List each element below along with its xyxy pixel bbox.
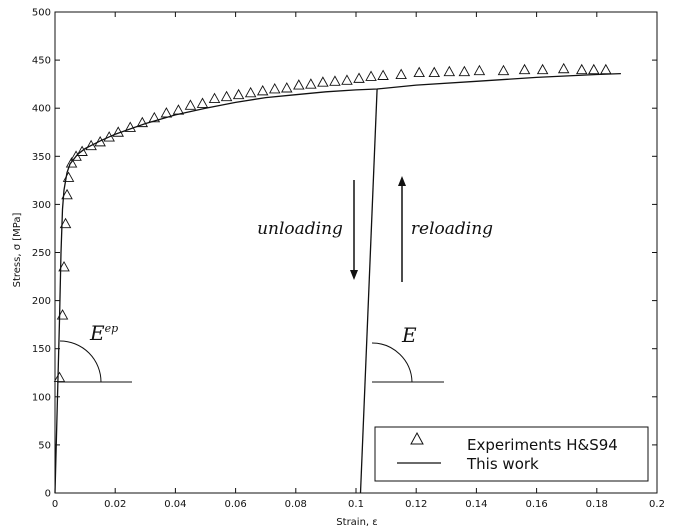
experiment-point bbox=[305, 78, 317, 89]
y-tick-label: 250 bbox=[32, 248, 51, 259]
experiment-point bbox=[281, 82, 293, 93]
experiment-point bbox=[136, 116, 149, 128]
y-tick-label: 200 bbox=[32, 296, 51, 307]
experiment-point bbox=[588, 63, 600, 75]
experiment-point bbox=[184, 99, 197, 110]
y-axis-label: Stress, σ [MPa] bbox=[12, 213, 23, 288]
y-tick-label: 400 bbox=[32, 104, 51, 115]
experiment-point bbox=[208, 92, 221, 104]
y-tick-label: 500 bbox=[32, 8, 51, 19]
experiment-point bbox=[65, 157, 78, 168]
legend-label-this-work: This work bbox=[466, 455, 539, 473]
experiment-point bbox=[557, 62, 570, 74]
legend-label-experiments: Experiments H&S94 bbox=[467, 436, 618, 454]
legend-triangle-marker bbox=[410, 431, 424, 445]
x-tick-label: 0.12 bbox=[405, 499, 427, 510]
experiment-point bbox=[256, 84, 269, 96]
experiment-point bbox=[329, 75, 341, 86]
series-layer bbox=[53, 62, 621, 494]
x-tick-label: 0.02 bbox=[104, 499, 126, 510]
y-tick-label: 50 bbox=[38, 440, 51, 451]
experiment-point bbox=[61, 188, 73, 200]
y-tick-label: 450 bbox=[32, 56, 51, 67]
annotation-layer: unloading reloading Eep E bbox=[57, 176, 493, 383]
x-tick-label: 0.14 bbox=[465, 499, 487, 510]
reloading-label: reloading bbox=[411, 219, 493, 239]
experiment-point bbox=[58, 261, 70, 272]
x-tick-label: 0.18 bbox=[586, 499, 608, 510]
experiment-point bbox=[148, 111, 161, 123]
y-axis-ticks: 0 50 100 150 200 250 300 350 400 450 500 bbox=[32, 8, 657, 500]
experiment-point bbox=[293, 79, 305, 90]
experiment-point bbox=[317, 76, 329, 87]
legend: Experiments H&S94 This work bbox=[374, 426, 649, 482]
experiment-point bbox=[196, 97, 209, 108]
modulus-label-ep: Eep bbox=[89, 321, 118, 345]
experiment-point bbox=[575, 63, 588, 75]
experiment-point bbox=[341, 74, 353, 85]
experiment-point bbox=[536, 63, 549, 75]
experiment-point bbox=[76, 145, 88, 156]
plot-area bbox=[54, 11, 658, 494]
experiment-point bbox=[443, 65, 456, 77]
experiment-point bbox=[497, 64, 510, 76]
x-axis-label: Strain, ε bbox=[336, 517, 377, 528]
experiment-point bbox=[473, 64, 486, 76]
experiment-point bbox=[365, 70, 377, 81]
unloading-reloading-line bbox=[359, 88, 378, 494]
experiment-point bbox=[220, 90, 233, 102]
experiment-point bbox=[395, 68, 407, 79]
experiment-point bbox=[124, 121, 137, 132]
y-tick-label: 0 bbox=[45, 489, 51, 500]
experiment-point bbox=[244, 86, 257, 98]
experiment-point bbox=[103, 131, 115, 142]
experiment-point bbox=[85, 139, 97, 151]
y-tick-label: 100 bbox=[32, 392, 51, 403]
x-tick-label: 0.04 bbox=[164, 499, 186, 510]
y-tick-label: 350 bbox=[32, 152, 51, 163]
x-tick-label: 0.16 bbox=[525, 499, 547, 510]
this-work-curve bbox=[54, 72, 621, 494]
experiment-point bbox=[413, 66, 425, 78]
unloading-label: unloading bbox=[257, 219, 343, 239]
x-tick-label: 0.06 bbox=[224, 499, 246, 510]
modulus-arc-ep bbox=[59, 340, 102, 383]
modulus-arc-e bbox=[371, 342, 413, 383]
experiment-point bbox=[94, 135, 106, 147]
x-tick-label: 0 bbox=[52, 499, 58, 510]
modulus-symbol-ep: E bbox=[89, 321, 105, 345]
experiment-point bbox=[232, 88, 245, 100]
y-tick-label: 150 bbox=[32, 344, 51, 355]
experiment-point bbox=[59, 217, 72, 229]
experiment-point bbox=[268, 83, 281, 94]
y-tick-label: 300 bbox=[32, 200, 51, 211]
x-axis-ticks: 0 0.02 0.04 0.06 0.08 0.1 0.12 0.14 0.16 0.18 0.2 bbox=[52, 12, 665, 510]
experiment-point bbox=[518, 63, 531, 75]
x-tick-label: 0.2 bbox=[649, 499, 665, 510]
legend-box bbox=[374, 426, 649, 482]
experiment-point bbox=[377, 69, 389, 80]
reloading-arrowhead bbox=[398, 176, 406, 186]
unloading-arrowhead bbox=[350, 270, 358, 280]
modulus-label-e: E bbox=[401, 323, 417, 347]
modulus-superscript-ep: ep bbox=[105, 322, 119, 335]
experiment-point bbox=[458, 65, 471, 77]
x-tick-label: 0.1 bbox=[348, 499, 364, 510]
experiment-point bbox=[428, 66, 441, 78]
experiment-point bbox=[353, 72, 365, 83]
x-tick-label: 0.08 bbox=[285, 499, 307, 510]
